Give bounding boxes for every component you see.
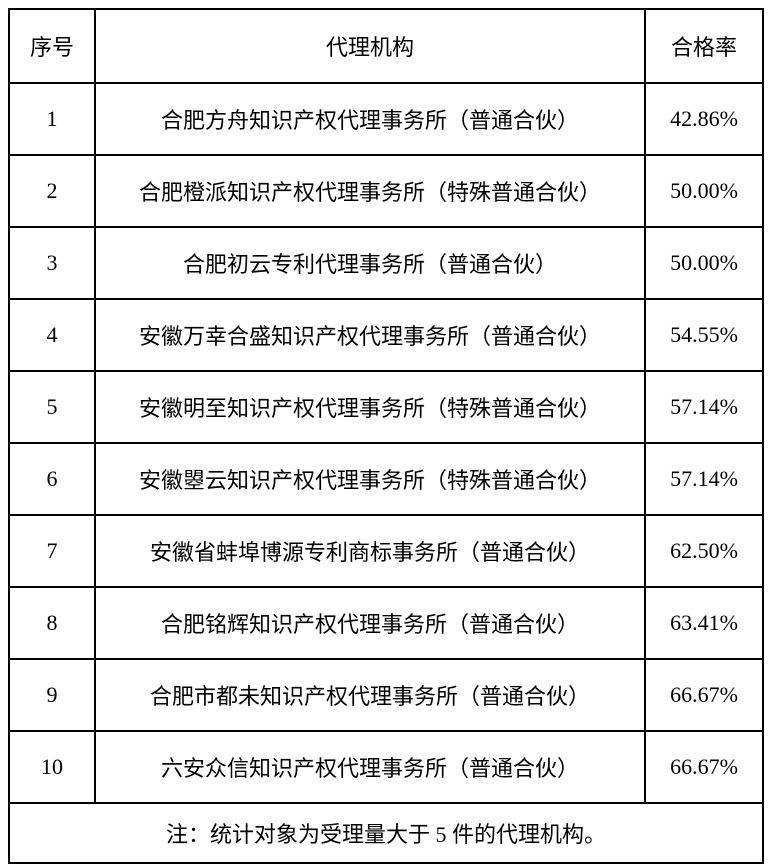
cell-agency: 安徽省蚌埠博源专利商标事务所（普通合伙） [95,515,645,587]
cell-index: 7 [9,515,95,587]
cell-index: 9 [9,659,95,731]
cell-index: 4 [9,299,95,371]
cell-index: 10 [9,731,95,803]
header-index: 序号 [9,9,95,83]
cell-rate: 50.00% [645,155,763,227]
cell-rate: 63.41% [645,587,763,659]
cell-rate: 50.00% [645,227,763,299]
header-agency: 代理机构 [95,9,645,83]
table-header-row: 序号 代理机构 合格率 [9,9,763,83]
cell-index: 1 [9,83,95,155]
cell-rate: 57.14% [645,371,763,443]
table-footer-row: 注：统计对象为受理量大于 5 件的代理机构。 [9,803,763,863]
table-row: 5 安徽明至知识产权代理事务所（特殊普通合伙） 57.14% [9,371,763,443]
cell-agency: 合肥方舟知识产权代理事务所（普通合伙） [95,83,645,155]
table-row: 2 合肥橙派知识产权代理事务所（特殊普通合伙） 50.00% [9,155,763,227]
cell-agency: 合肥铭辉知识产权代理事务所（普通合伙） [95,587,645,659]
agency-table: 序号 代理机构 合格率 1 合肥方舟知识产权代理事务所（普通合伙） 42.86%… [8,8,764,864]
cell-agency: 安徽明至知识产权代理事务所（特殊普通合伙） [95,371,645,443]
table-row: 10 六安众信知识产权代理事务所（普通合伙） 66.67% [9,731,763,803]
table-row: 8 合肥铭辉知识产权代理事务所（普通合伙） 63.41% [9,587,763,659]
table-row: 4 安徽万幸合盛知识产权代理事务所（普通合伙） 54.55% [9,299,763,371]
cell-rate: 54.55% [645,299,763,371]
cell-rate: 66.67% [645,659,763,731]
cell-index: 8 [9,587,95,659]
cell-index: 3 [9,227,95,299]
cell-agency: 六安众信知识产权代理事务所（普通合伙） [95,731,645,803]
cell-agency: 合肥橙派知识产权代理事务所（特殊普通合伙） [95,155,645,227]
cell-index: 2 [9,155,95,227]
cell-rate: 66.67% [645,731,763,803]
cell-rate: 42.86% [645,83,763,155]
cell-index: 5 [9,371,95,443]
cell-rate: 62.50% [645,515,763,587]
table-row: 3 合肥初云专利代理事务所（普通合伙） 50.00% [9,227,763,299]
cell-agency: 安徽曌云知识产权代理事务所（特殊普通合伙） [95,443,645,515]
footer-note: 注：统计对象为受理量大于 5 件的代理机构。 [9,803,763,863]
cell-agency: 合肥初云专利代理事务所（普通合伙） [95,227,645,299]
table-body: 1 合肥方舟知识产权代理事务所（普通合伙） 42.86% 2 合肥橙派知识产权代… [9,83,763,863]
cell-index: 6 [9,443,95,515]
header-rate: 合格率 [645,9,763,83]
cell-rate: 57.14% [645,443,763,515]
table-row: 7 安徽省蚌埠博源专利商标事务所（普通合伙） 62.50% [9,515,763,587]
table-row: 1 合肥方舟知识产权代理事务所（普通合伙） 42.86% [9,83,763,155]
cell-agency: 合肥市都未知识产权代理事务所（普通合伙） [95,659,645,731]
table-row: 9 合肥市都未知识产权代理事务所（普通合伙） 66.67% [9,659,763,731]
table-row: 6 安徽曌云知识产权代理事务所（特殊普通合伙） 57.14% [9,443,763,515]
cell-agency: 安徽万幸合盛知识产权代理事务所（普通合伙） [95,299,645,371]
